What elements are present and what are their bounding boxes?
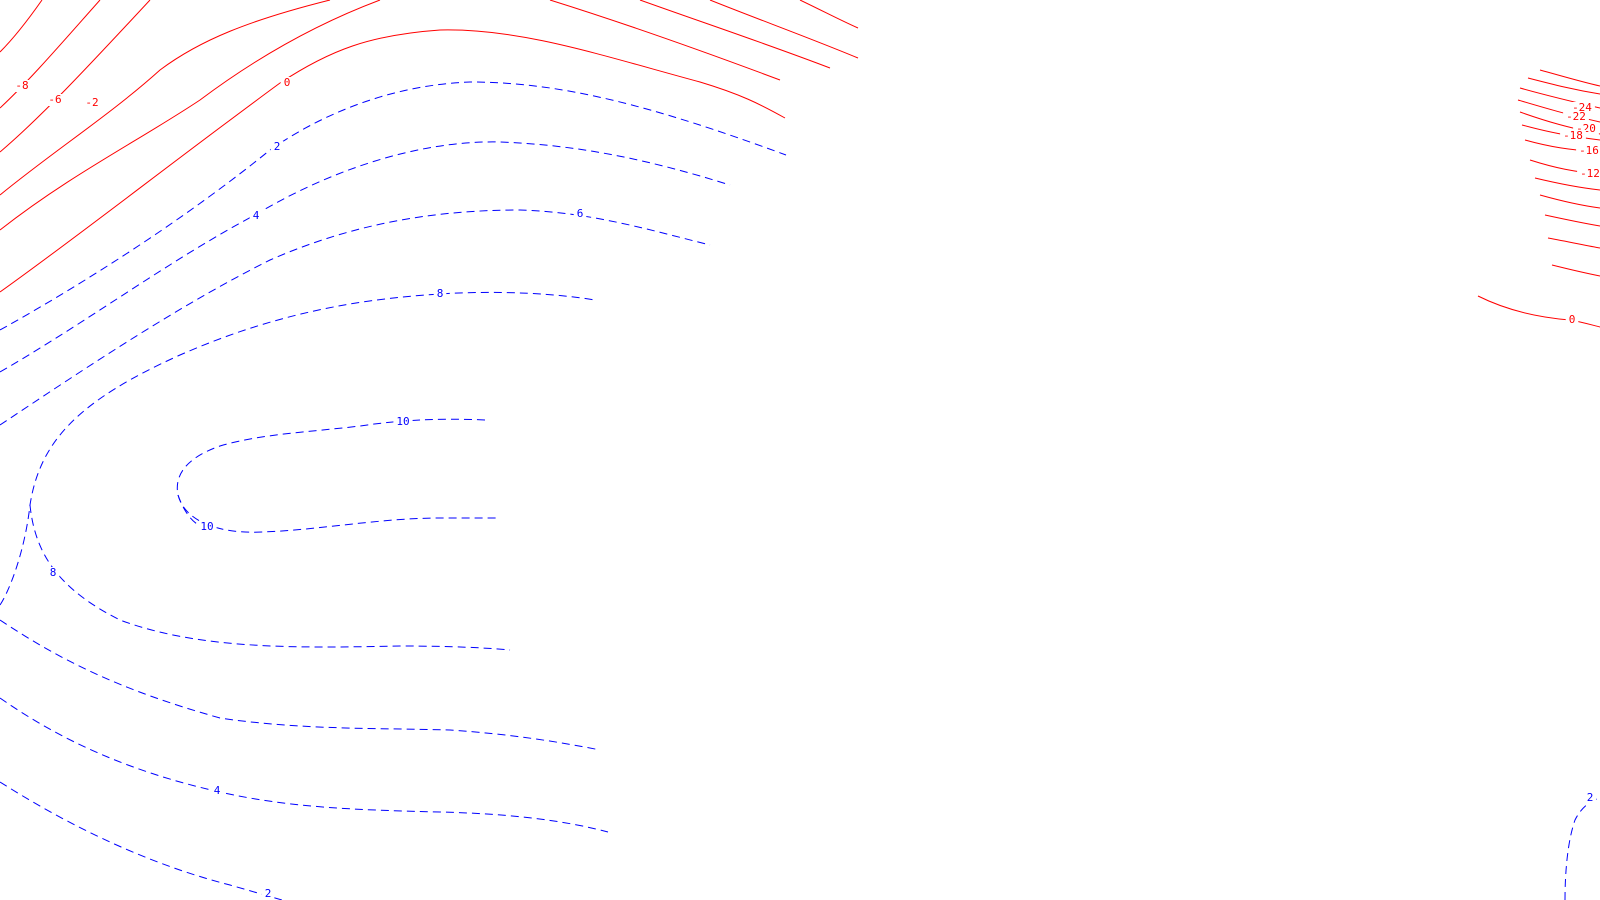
contour-line-negative — [1551, 264, 1600, 277]
contour-label-p4b: 4 — [214, 784, 221, 797]
contour-line-p6b — [0, 619, 601, 751]
contour-line-negative — [1539, 194, 1600, 209]
contour-label-n8: -8 — [15, 79, 28, 92]
contour-line-p4a — [0, 141, 731, 373]
contour-label-n18: -18 — [1563, 129, 1583, 142]
contour-line-negative — [1547, 237, 1600, 249]
contour-line-negative — [799, 0, 859, 29]
contour-label-p10: 10 — [396, 415, 409, 428]
contour-line-n18 — [1521, 124, 1600, 141]
contour-label-background — [270, 141, 284, 153]
contour-label-background — [1576, 145, 1600, 157]
contour-label-background — [573, 208, 587, 220]
contour-label-background — [1563, 111, 1589, 123]
contour-label-background — [210, 785, 224, 797]
contour-label-n16: -16 — [1579, 144, 1599, 157]
contour-label-background — [197, 521, 217, 533]
contour-line-n6 — [0, 0, 151, 153]
contour-label-background — [1565, 314, 1579, 326]
contour-label-p8a: 8 — [437, 287, 444, 300]
contour-line-n22 — [1517, 99, 1600, 123]
contour-label-z0b: 0 — [1569, 313, 1576, 326]
contour-label-p10b: 10 — [200, 520, 213, 533]
contour-line-p8b — [29, 504, 511, 651]
contour-label-background — [46, 567, 60, 579]
contour-label-background — [261, 888, 275, 900]
contour-label-p2b: 2 — [265, 887, 272, 900]
contour-label-n24: -24 — [1572, 101, 1592, 114]
contour-label-background — [393, 416, 413, 428]
contour-label-p2c: 2 — [1587, 791, 1594, 804]
contour-line-negative — [639, 0, 831, 69]
contour-line-p4b — [0, 697, 609, 833]
contour-line-negative — [1539, 69, 1600, 87]
contour-label-n6: -6 — [48, 93, 61, 106]
contour-label-p4a: 4 — [253, 209, 260, 222]
contour-line-p10 — [176, 418, 500, 533]
contour-label-background — [1577, 168, 1600, 180]
contour-label-background — [82, 97, 102, 109]
contour-line-negative — [1534, 177, 1600, 191]
contour-label-p8b: 8 — [50, 566, 57, 579]
contour-label-p6a: 6 — [577, 207, 584, 220]
contour-label-background — [12, 80, 32, 92]
contour-label-z0a: 0 — [284, 76, 291, 89]
contour-label-background — [45, 94, 65, 106]
contour-line-p2a — [0, 81, 787, 331]
contour-line-negative — [709, 0, 859, 59]
contour-label-background — [433, 288, 447, 300]
contour-label-n12: -12 — [1580, 167, 1600, 180]
contour-label-n22: -22 — [1566, 110, 1586, 123]
contour-label-background — [1560, 130, 1586, 142]
contour-label-background — [1583, 792, 1597, 804]
contour-line-negative — [1527, 77, 1600, 95]
contour-line-n10 — [0, 0, 43, 53]
contour-label-background — [249, 210, 263, 222]
contour-label-p2a: 2 — [274, 140, 281, 153]
contour-line-n8 — [0, 0, 101, 109]
contour-line-p2b — [0, 781, 283, 900]
contour-line-n2b — [0, 0, 381, 231]
contour-line-p6a — [0, 209, 711, 426]
contour-line-n2a — [0, 0, 331, 196]
contour-label-background — [280, 77, 294, 89]
contour-line-p8a — [0, 291, 596, 606]
contour-line-z0a — [0, 29, 786, 293]
contour-label-n2a: -2 — [85, 96, 98, 109]
contour-line-negative — [549, 0, 781, 81]
contour-line-negative — [1544, 214, 1600, 227]
